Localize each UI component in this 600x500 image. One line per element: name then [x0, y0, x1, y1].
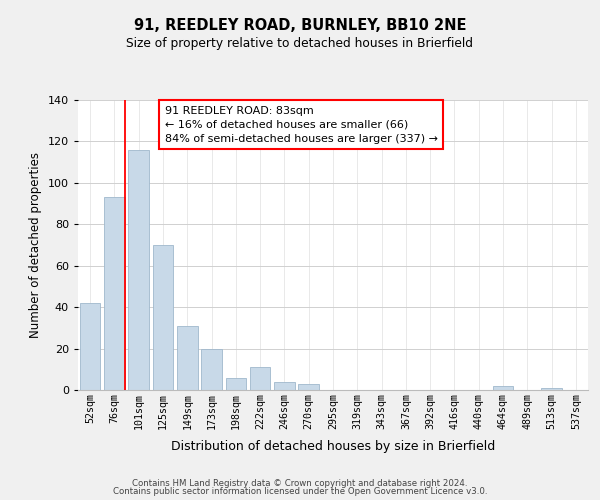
- Text: Size of property relative to detached houses in Brierfield: Size of property relative to detached ho…: [127, 38, 473, 51]
- Bar: [177, 326, 197, 390]
- Bar: [274, 382, 295, 390]
- Bar: [104, 198, 125, 390]
- Bar: [298, 384, 319, 390]
- Y-axis label: Number of detached properties: Number of detached properties: [29, 152, 42, 338]
- Bar: [128, 150, 149, 390]
- Bar: [250, 367, 271, 390]
- Bar: [493, 386, 514, 390]
- Bar: [201, 348, 222, 390]
- X-axis label: Distribution of detached houses by size in Brierfield: Distribution of detached houses by size …: [171, 440, 495, 453]
- Bar: [80, 303, 100, 390]
- Bar: [152, 245, 173, 390]
- Bar: [226, 378, 246, 390]
- Text: Contains HM Land Registry data © Crown copyright and database right 2024.: Contains HM Land Registry data © Crown c…: [132, 478, 468, 488]
- Text: 91, REEDLEY ROAD, BURNLEY, BB10 2NE: 91, REEDLEY ROAD, BURNLEY, BB10 2NE: [134, 18, 466, 32]
- Text: 91 REEDLEY ROAD: 83sqm
← 16% of detached houses are smaller (66)
84% of semi-det: 91 REEDLEY ROAD: 83sqm ← 16% of detached…: [164, 106, 438, 144]
- Bar: [541, 388, 562, 390]
- Text: Contains public sector information licensed under the Open Government Licence v3: Contains public sector information licen…: [113, 487, 487, 496]
